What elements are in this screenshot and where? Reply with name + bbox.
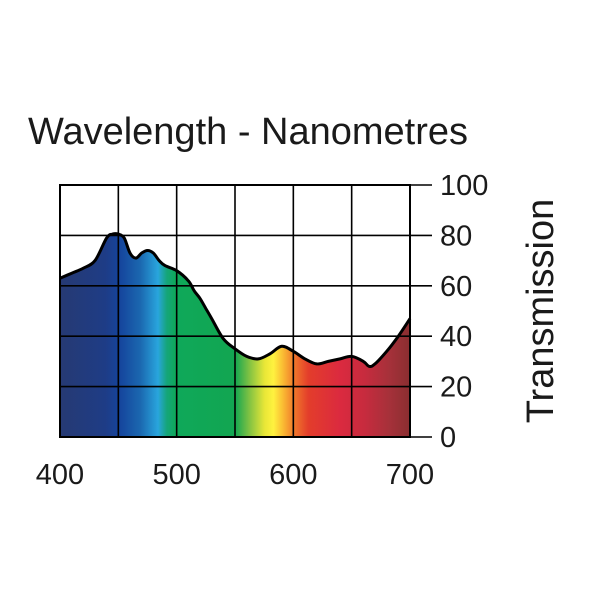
x-tick-label-500: 500 <box>152 459 200 491</box>
y-axis-ticks: 0 20 40 60 80 100 <box>440 170 488 454</box>
chart-title: Wavelength - Nanometres <box>28 111 468 153</box>
y-tick-label-0: 0 <box>440 422 456 454</box>
y-tick-label-40: 40 <box>440 321 472 353</box>
y-axis-label: Transmission <box>520 199 562 424</box>
x-tick-label-700: 700 <box>386 459 434 491</box>
y-tick-label-20: 20 <box>440 372 472 404</box>
x-tick-label-600: 600 <box>269 459 317 491</box>
plot-frame <box>59 184 411 438</box>
transmission-curve <box>59 232 412 369</box>
x-axis-ticks: 400 500 600 700 <box>36 459 434 491</box>
x-tick-label-400: 400 <box>36 459 84 491</box>
y-tick-label-100: 100 <box>440 170 488 202</box>
y-tick-label-80: 80 <box>440 220 472 252</box>
y-tick-label-60: 60 <box>440 271 472 303</box>
